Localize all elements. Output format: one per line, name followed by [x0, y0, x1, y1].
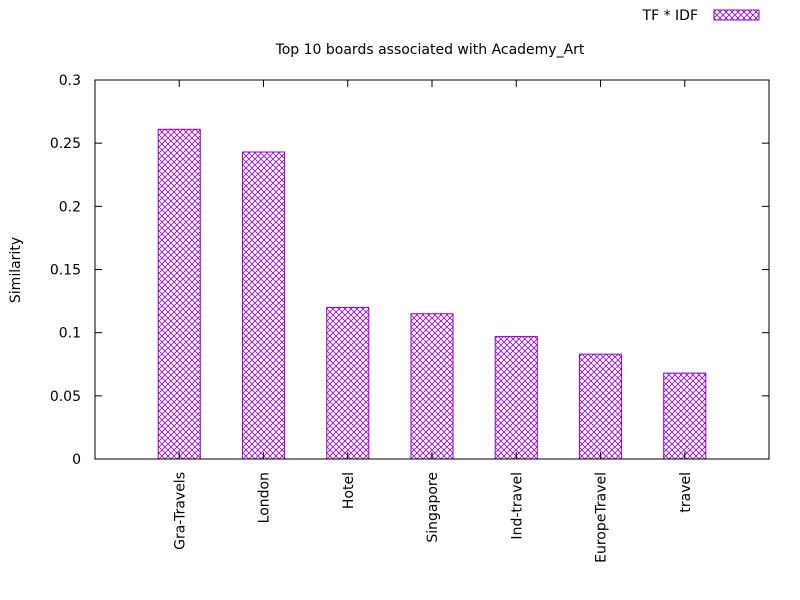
y-axis-ticks: 0 0.05 0.1 0.15 0.2 0.25 0.3	[50, 73, 769, 468]
x-tick-label: London	[257, 472, 273, 523]
bar-travel	[663, 372, 707, 460]
chart-title: Top 10 boards associated with Academy_Ar…	[275, 42, 585, 58]
x-tick-label: Gra-Travels	[172, 472, 188, 550]
bar-gra-travels	[157, 128, 201, 460]
y-tick-label: 0.3	[59, 73, 81, 89]
x-tick-label: travel	[678, 472, 694, 513]
bar-europetravel	[578, 353, 623, 460]
plot-area-border	[94, 79, 770, 460]
x-tick-label: Hotel	[341, 472, 357, 509]
bar-ind-travel	[494, 335, 538, 460]
bars	[157, 128, 707, 460]
bar-london	[241, 151, 286, 460]
bar-singapore	[410, 313, 454, 460]
x-axis-ticks: Gra-Travels London Hotel Singapore Ind-trave…	[172, 80, 694, 563]
legend: TF * IDF	[642, 8, 760, 24]
legend-label: TF * IDF	[642, 8, 698, 24]
y-tick-label: 0.1	[59, 326, 81, 342]
y-tick-label: 0.15	[50, 263, 81, 279]
x-tick-label: EuropeTravel	[594, 472, 610, 563]
y-tick-label: 0	[72, 452, 81, 468]
bar-hotel	[326, 306, 370, 460]
x-tick-label: Ind-travel	[509, 472, 525, 540]
y-tick-label: 0.2	[59, 199, 81, 215]
x-tick-label: Singapore	[425, 472, 441, 543]
y-axis-label: Similarity	[8, 237, 24, 303]
y-tick-label: 0.25	[50, 136, 81, 152]
y-tick-label: 0.05	[50, 389, 81, 405]
legend-swatch	[713, 9, 760, 21]
